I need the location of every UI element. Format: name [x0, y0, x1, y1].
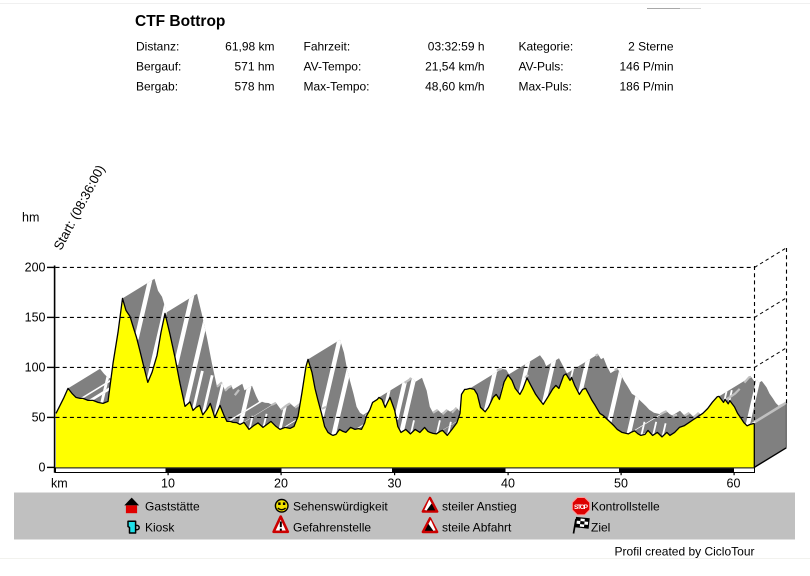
- svg-text:AV-Puls:: AV-Puls:: [519, 60, 564, 74]
- svg-text:20: 20: [274, 477, 288, 491]
- svg-text:hm: hm: [22, 211, 39, 225]
- svg-text:61,98 km: 61,98 km: [225, 40, 274, 54]
- svg-text:Distanz:: Distanz:: [136, 40, 179, 54]
- svg-text:Gaststätte: Gaststätte: [145, 500, 200, 514]
- svg-text:0: 0: [39, 461, 46, 475]
- svg-text:150: 150: [25, 311, 46, 325]
- svg-text:steile Abfahrt: steile Abfahrt: [442, 521, 512, 535]
- svg-text:Kategorie:: Kategorie:: [519, 40, 574, 54]
- svg-text:Bergauf:: Bergauf:: [136, 60, 181, 74]
- svg-text:10: 10: [161, 477, 175, 491]
- svg-text:CTF Bottrop: CTF Bottrop: [135, 13, 225, 30]
- svg-text:30: 30: [388, 477, 402, 491]
- svg-text:200: 200: [25, 261, 46, 275]
- svg-text:steiler Anstieg: steiler Anstieg: [442, 500, 517, 514]
- svg-text:03:32:59 h: 03:32:59 h: [428, 40, 485, 54]
- svg-text:Max-Puls:: Max-Puls:: [519, 80, 572, 94]
- svg-text:571 hm: 571 hm: [234, 60, 274, 74]
- svg-text:Kiosk: Kiosk: [145, 521, 175, 535]
- svg-text:Bergab:: Bergab:: [136, 80, 178, 94]
- svg-text:21,54 km/h: 21,54 km/h: [425, 60, 484, 74]
- svg-text:STOP: STOP: [574, 504, 589, 511]
- svg-text:578 hm: 578 hm: [234, 80, 274, 94]
- svg-text:50: 50: [614, 477, 628, 491]
- svg-text:Kontrollstelle: Kontrollstelle: [591, 500, 660, 514]
- svg-text:186 P/min: 186 P/min: [619, 80, 673, 94]
- svg-text:Gefahrenstelle: Gefahrenstelle: [293, 521, 371, 535]
- svg-text:146 P/min: 146 P/min: [619, 60, 673, 74]
- svg-text:50: 50: [32, 411, 46, 425]
- svg-text:48,60 km/h: 48,60 km/h: [425, 80, 484, 94]
- svg-text:Profil created by CicloTour: Profil created by CicloTour: [614, 545, 754, 559]
- svg-text:Max-Tempo:: Max-Tempo:: [304, 80, 370, 94]
- svg-text:60: 60: [727, 477, 741, 491]
- svg-text:Fahrzeit:: Fahrzeit:: [304, 40, 351, 54]
- svg-text:Sehenswürdigkeit: Sehenswürdigkeit: [293, 500, 388, 514]
- svg-text:Ziel: Ziel: [591, 521, 610, 535]
- svg-text:100: 100: [25, 361, 46, 375]
- svg-text:AV-Tempo:: AV-Tempo:: [304, 60, 362, 74]
- svg-text:km: km: [51, 477, 68, 491]
- svg-text:40: 40: [501, 477, 515, 491]
- svg-text:2 Sterne: 2 Sterne: [628, 40, 674, 54]
